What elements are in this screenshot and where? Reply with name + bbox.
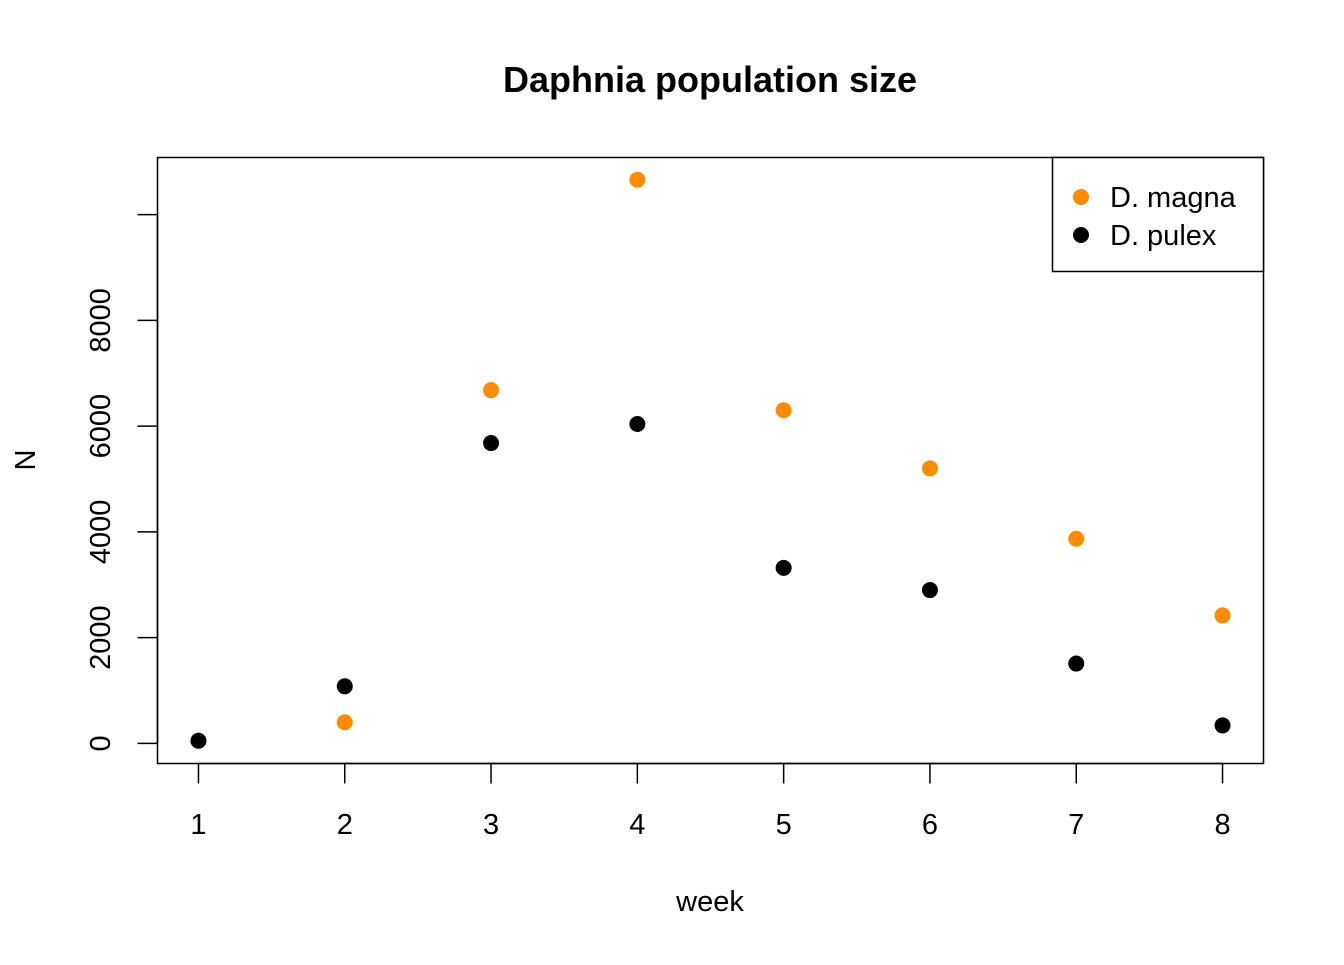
x-axis-label: week (675, 886, 744, 918)
x-tick-label: 4 (629, 809, 645, 841)
x-tick-label: 8 (1214, 809, 1230, 841)
data-point (921, 582, 938, 599)
y-tick-label: 6000 (85, 394, 117, 459)
data-point (629, 171, 646, 188)
legend-marker (1073, 227, 1089, 243)
data-point (190, 732, 207, 749)
x-tick-label: 1 (190, 809, 206, 841)
y-tick-label: 0 (85, 735, 117, 751)
legend-label: D. pulex (1110, 220, 1217, 252)
data-point (1068, 655, 1085, 672)
chart-title: Daphnia population size (503, 59, 917, 100)
data-points (190, 171, 1231, 749)
legend: D. magna D. pulex (1051, 156, 1265, 273)
x-tick-label: 3 (483, 809, 499, 841)
data-point (1214, 717, 1231, 734)
series-d-pulex (190, 416, 1231, 749)
x-tick-label: 7 (1068, 809, 1084, 841)
data-point (336, 678, 353, 695)
data-point (775, 402, 792, 419)
data-point (775, 559, 792, 576)
y-tick-label: 8000 (85, 288, 117, 353)
data-point (336, 714, 353, 731)
y-tick-label: 4000 (85, 500, 117, 565)
data-point (629, 416, 646, 433)
legend-box (1051, 156, 1265, 273)
y-axis: 0 2000 4000 6000 8000 (85, 213, 159, 751)
x-tick-label: 2 (337, 809, 353, 841)
y-tick-label: 2000 (85, 605, 117, 670)
data-point (1214, 607, 1231, 624)
data-point (483, 382, 500, 399)
y-axis-label: N (10, 450, 42, 471)
data-point (921, 460, 938, 477)
x-axis: 1 2 3 4 5 6 7 8 (190, 762, 1231, 841)
legend-marker (1073, 189, 1089, 205)
legend-label: D. magna (1110, 182, 1237, 214)
data-point (1068, 530, 1085, 547)
x-tick-label: 5 (776, 809, 792, 841)
x-tick-label: 6 (922, 809, 938, 841)
data-point (483, 435, 500, 452)
